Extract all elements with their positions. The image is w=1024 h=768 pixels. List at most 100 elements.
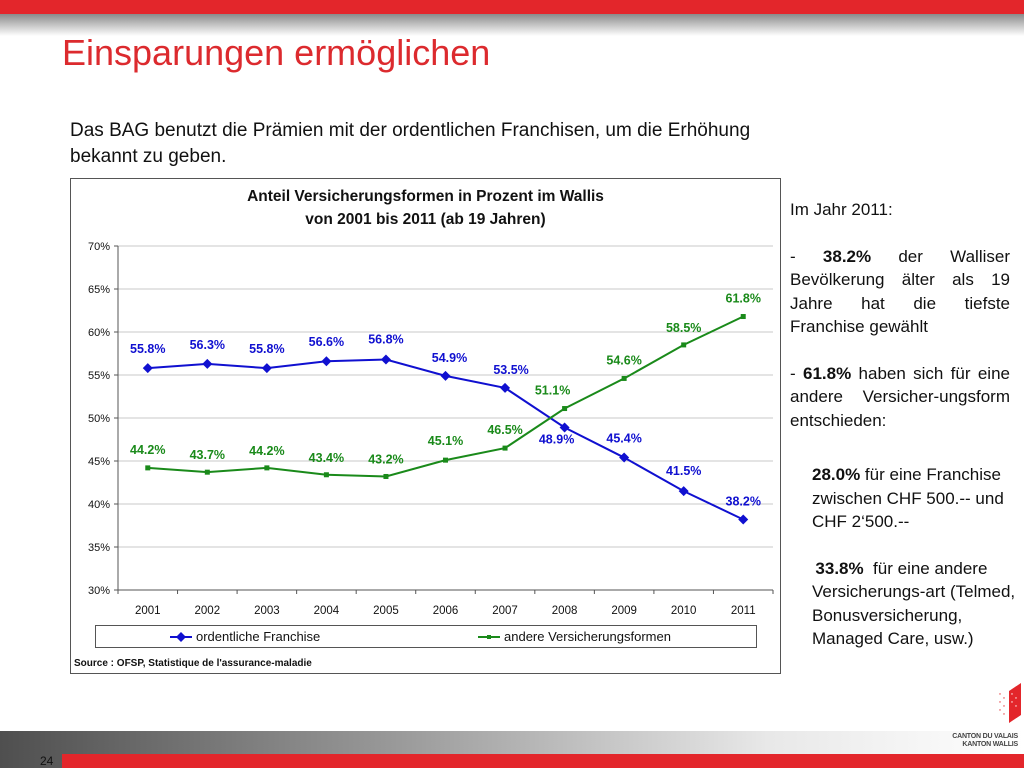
chart-source: Source : OFSP, Statistique de l'assuranc… (74, 658, 312, 669)
data-point-marker (619, 452, 630, 463)
chart-title-block: Anteil Versicherungsformen in Prozent im… (71, 185, 780, 231)
slide-title: Einsparungen ermöglichen (62, 32, 491, 73)
legend-item-ordentliche-franchise: ordentliche Franchise (170, 629, 320, 644)
svg-text:*: * (1011, 693, 1013, 699)
data-label: 56.6% (309, 335, 344, 349)
data-label: 61.8% (726, 292, 761, 306)
data-point-marker (380, 354, 391, 365)
svg-text:*: * (1003, 697, 1005, 703)
data-point-marker (559, 422, 570, 433)
y-tick-label: 60% (88, 327, 110, 339)
y-tick-label: 45% (88, 456, 110, 468)
data-point-marker (202, 358, 213, 369)
point-text: haben sich für eine andere Versicher-ung… (790, 363, 1010, 430)
highlight-value: 33.8% (815, 558, 864, 578)
data-label: 53.5% (493, 363, 528, 377)
highlight-value: 28.0% (812, 465, 861, 484)
svg-text:*: * (1003, 713, 1005, 719)
chart-subtitle: von 2001 bis 2011 (ab 19 Jahren) (305, 211, 546, 228)
x-tick-label: 2007 (492, 605, 518, 617)
sidebar-summary: Im Jahr 2011: - 38.2% der Walliser Bevöl… (790, 198, 1010, 455)
intro-text: Das BAG benutzt die Prämien mit der orde… (70, 120, 751, 167)
chart-legend: ordentliche Franchise andere Versicherun… (95, 625, 757, 648)
y-tick-label: 35% (88, 542, 110, 554)
y-tick-label: 50% (88, 413, 110, 425)
data-point-marker (145, 465, 151, 471)
data-point-marker (500, 382, 511, 393)
logo-text: CANTON DU VALAIS KANTON WALLIS (952, 733, 1018, 749)
sidebar-subpoints: 28.0% für eine Franchise zwischen CHF 50… (812, 463, 1022, 674)
x-tick-label: 2005 (373, 605, 399, 617)
y-tick-label: 70% (88, 241, 110, 253)
y-tick-label: 55% (88, 370, 110, 382)
data-label: 44.2% (130, 443, 165, 457)
y-tick-label: 65% (88, 284, 110, 296)
svg-text:*: * (1003, 705, 1005, 711)
svg-text:*: * (1015, 705, 1017, 711)
highlight-value: 61.8% (803, 363, 852, 383)
y-tick-label: 40% (88, 499, 110, 511)
data-label: 45.4% (606, 432, 641, 446)
data-point-marker (323, 472, 329, 478)
point-text: der Walliser Bevölkerung älter als 19 Ja… (790, 246, 1010, 337)
x-tick-label: 2010 (671, 605, 697, 617)
data-label: 44.2% (249, 444, 284, 458)
data-point-marker (321, 356, 332, 367)
bullet-dash: - (790, 246, 823, 266)
data-label: 43.4% (309, 451, 344, 465)
data-label: 56.8% (368, 333, 403, 347)
chart-title: Anteil Versicherungsformen in Prozent im… (247, 188, 604, 205)
data-point-marker (740, 314, 746, 320)
x-tick-label: 2002 (195, 605, 221, 617)
data-point-marker (142, 363, 153, 374)
logo-line-1: CANTON DU VALAIS (952, 733, 1018, 740)
data-label: 46.5% (487, 423, 522, 437)
bottom-red-bar (62, 754, 1024, 768)
data-point-marker (621, 375, 627, 381)
data-label: 56.3% (190, 338, 225, 352)
data-label: 51.1% (535, 384, 570, 398)
highlight-value: 38.2% (822, 246, 872, 266)
svg-text:*: * (999, 709, 1001, 715)
legend-item-andere-versicherungsformen: andere Versicherungsformen (478, 629, 671, 644)
data-point-marker (502, 445, 508, 451)
top-shade (0, 14, 1024, 36)
data-label: 55.8% (249, 342, 284, 356)
data-point-marker (264, 465, 270, 471)
x-tick-label: 2003 (254, 605, 280, 617)
line-chart: 30% 35% 40% 45% 50% 55% 60% 65% 70% 2001 2002 2003 2… (88, 241, 774, 617)
point-text: für eine Franchise zwischen CHF 500.-- u… (812, 465, 1004, 531)
sidebar-point-1: - 38.2% der Walliser Bevölkerung älter a… (790, 245, 1010, 339)
data-label: 55.8% (130, 342, 165, 356)
chart-container: Anteil Versicherungsformen in Prozent im… (70, 178, 781, 674)
data-label: 48.9% (539, 432, 574, 446)
sidebar-subpoint-1: 28.0% für eine Franchise zwischen CHF 50… (812, 463, 1022, 534)
diamond-marker-icon (170, 631, 192, 642)
x-tick-label: 2004 (314, 605, 340, 617)
legend-label: andere Versicherungsformen (504, 629, 671, 644)
svg-text:*: * (1015, 697, 1017, 703)
x-tick-label: 2008 (552, 605, 578, 617)
sidebar-point-2: - 61.8% haben sich für eine andere Versi… (790, 362, 1010, 433)
data-label: 58.5% (666, 321, 701, 335)
data-point-marker (443, 457, 448, 463)
data-point-marker (738, 514, 749, 525)
data-point-marker (678, 486, 689, 497)
data-point-marker (681, 342, 687, 348)
x-tick-label: 2006 (433, 605, 459, 617)
page-number: 24 (40, 754, 54, 768)
top-red-bar (0, 0, 1024, 14)
data-point-marker (383, 473, 389, 479)
svg-text:*: * (999, 701, 1001, 707)
data-label: 38.2% (726, 494, 761, 508)
y-tick-label: 30% (88, 585, 110, 597)
point-text: für eine andere Versicherungs-art (Telme… (812, 558, 1020, 649)
square-marker-icon (478, 634, 500, 639)
logo-line-2: KANTON WALLIS (962, 741, 1018, 748)
data-point-marker (562, 406, 568, 412)
canton-logo: * * * * * * * * * * CANTON DU VALAIS KANTON WALL… (940, 680, 1024, 748)
bullet-dash: - (790, 363, 803, 383)
data-label: 54.6% (606, 353, 641, 367)
data-label: 43.2% (368, 452, 403, 466)
series-line-andere-versicherungsformen (147, 315, 744, 478)
